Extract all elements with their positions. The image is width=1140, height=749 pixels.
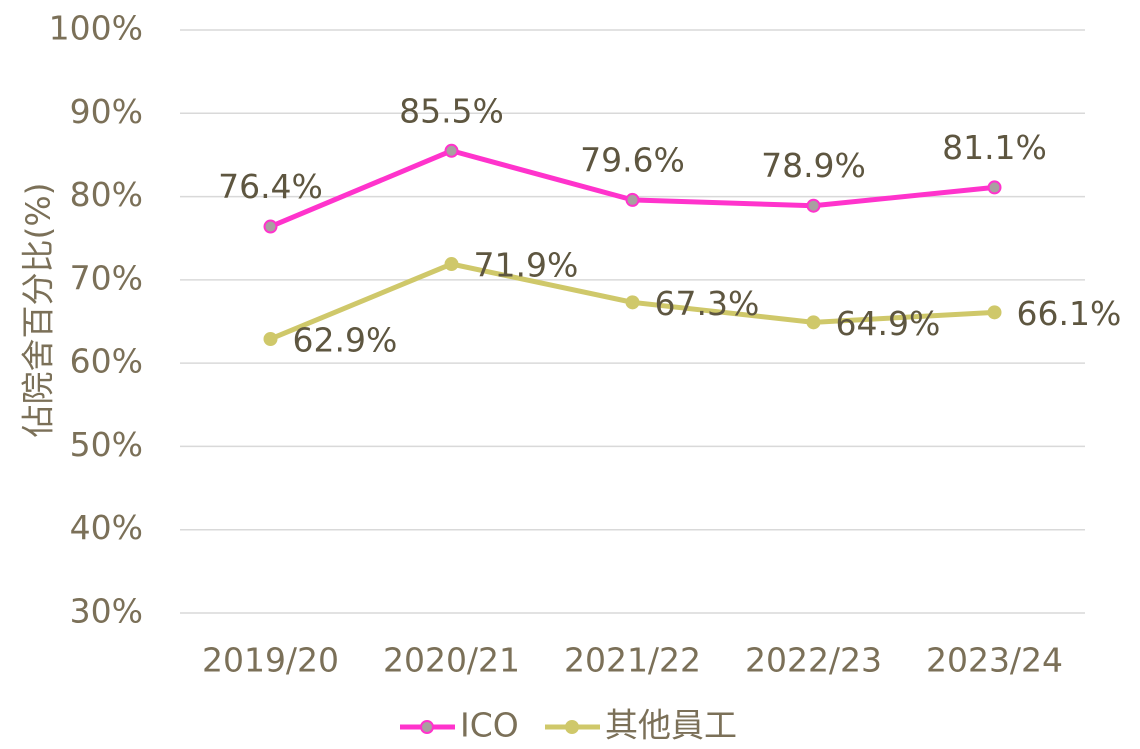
x-tick-label: 2022/23 xyxy=(745,641,882,680)
data-label: 64.9% xyxy=(836,304,941,343)
legend-marker xyxy=(420,720,434,734)
data-label: 67.3% xyxy=(655,284,760,323)
data-point xyxy=(625,192,640,207)
data-point xyxy=(444,143,459,158)
data-point xyxy=(987,305,1002,320)
legend-label: 其他員工 xyxy=(605,706,737,745)
data-point xyxy=(987,180,1002,195)
y-tick-label: 40% xyxy=(70,508,143,547)
y-tick-label: 70% xyxy=(70,258,143,297)
x-tick-label: 2020/21 xyxy=(383,641,520,680)
y-tick-label: 90% xyxy=(70,92,143,131)
y-tick-label: 30% xyxy=(70,592,143,631)
data-label: 71.9% xyxy=(474,246,579,285)
data-point xyxy=(625,295,640,310)
data-label: 85.5% xyxy=(399,91,504,130)
data-label: 66.1% xyxy=(1017,294,1122,333)
data-point xyxy=(263,331,278,346)
data-point xyxy=(806,315,821,330)
data-label: 78.9% xyxy=(761,146,866,185)
x-tick-label: 2021/22 xyxy=(564,641,701,680)
data-label: 79.6% xyxy=(580,140,685,179)
data-label: 62.9% xyxy=(293,320,398,359)
y-tick-label: 50% xyxy=(70,425,143,464)
x-tick-label: 2023/24 xyxy=(926,641,1063,680)
x-tick-label: 2019/20 xyxy=(202,641,339,680)
legend-marker xyxy=(565,720,579,734)
y-tick-label: 60% xyxy=(70,342,143,381)
legend-label: ICO xyxy=(460,706,519,745)
data-point xyxy=(263,219,278,234)
data-label: 81.1% xyxy=(942,128,1047,167)
y-axis-label: 佔院舍百分比(%) xyxy=(19,182,58,437)
data-label: 76.4% xyxy=(218,167,323,206)
data-point xyxy=(806,198,821,213)
data-point xyxy=(444,257,459,272)
y-tick-label: 80% xyxy=(70,175,143,214)
y-tick-label: 100% xyxy=(49,9,143,48)
